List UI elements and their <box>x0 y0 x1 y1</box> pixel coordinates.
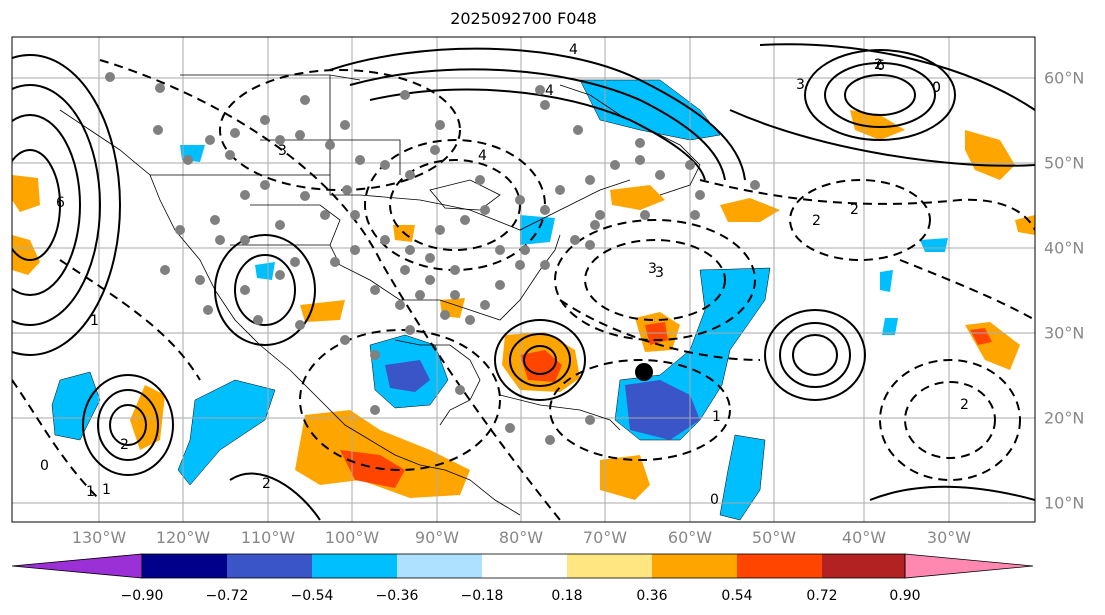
svg-text:2: 2 <box>960 397 969 413</box>
storm-center-marker <box>635 363 653 381</box>
lon-label-100w: 100°W <box>324 528 380 547</box>
svg-text:1: 1 <box>712 409 721 425</box>
lat-label-10n: 10°N <box>1044 493 1085 513</box>
colorbar-segment <box>397 554 482 578</box>
graticule <box>12 37 1035 522</box>
colorbar-tick-label: −0.72 <box>205 588 249 604</box>
svg-text:3: 3 <box>648 261 657 277</box>
colorbar-segment <box>482 554 567 578</box>
lat-label-50n: 50°N <box>1044 153 1085 173</box>
svg-text:2: 2 <box>262 476 271 492</box>
svg-text:6: 6 <box>56 195 65 211</box>
colorbar-tick-label: −0.90 <box>120 588 164 604</box>
svg-text:1: 1 <box>86 484 95 500</box>
contour-labels: 0 1 2 3 4 6 0 2 3 4 6 0 1 2 3 2 1 0 2 3 … <box>40 42 969 508</box>
colorbar-segment <box>567 554 652 578</box>
colorbar <box>11 553 1034 579</box>
svg-text:0: 0 <box>710 492 719 508</box>
colorbar-segment <box>652 554 737 578</box>
svg-text:2: 2 <box>812 213 821 229</box>
lat-label-20n: 20°N <box>1044 408 1085 428</box>
colorbar-tick-label: 0.90 <box>889 588 921 604</box>
lon-label-40w: 40°W <box>841 528 887 547</box>
map-frame <box>11 36 1036 523</box>
colorbar-tick-label: 0.72 <box>806 588 838 604</box>
lon-label-110w: 110°W <box>240 528 296 547</box>
lat-label-60n: 60°N <box>1044 68 1085 88</box>
colorbar-segment <box>737 554 822 578</box>
svg-text:4: 4 <box>569 42 578 58</box>
colorbar-segment <box>312 554 397 578</box>
colorbar-segment <box>227 554 312 578</box>
colorbar-tick-label: 0.18 <box>551 588 583 604</box>
lon-label-70w: 70°W <box>582 528 628 547</box>
lat-label-30n: 30°N <box>1044 323 1085 343</box>
lon-label-90w: 90°W <box>414 528 460 547</box>
svg-text:3: 3 <box>655 265 664 281</box>
svg-text:2: 2 <box>874 57 883 73</box>
colorbar-max-arrow <box>904 553 1034 579</box>
svg-text:2: 2 <box>850 202 859 218</box>
shaded-fields <box>12 79 1035 521</box>
svg-text:2: 2 <box>120 437 129 453</box>
svg-text:1: 1 <box>102 482 111 498</box>
colorbar-segment <box>142 554 227 578</box>
svg-text:4: 4 <box>545 83 554 99</box>
svg-text:0: 0 <box>932 80 941 96</box>
colorbar-segment <box>822 554 905 578</box>
colorbar-min-arrow <box>11 553 143 579</box>
colorbar-tick-label: −0.54 <box>290 588 334 604</box>
lon-label-80w: 80°W <box>498 528 544 547</box>
station-markers <box>105 72 760 445</box>
colorbar-tick-label: 0.54 <box>721 588 753 604</box>
colorbar-tick-label: −0.18 <box>460 588 504 604</box>
svg-text:6: 6 <box>876 58 885 74</box>
colorbar-tick-label: 0.36 <box>636 588 668 604</box>
svg-text:0: 0 <box>932 80 941 96</box>
lon-label-60w: 60°W <box>667 528 713 547</box>
svg-text:1: 1 <box>90 313 99 329</box>
contours <box>12 43 1035 521</box>
map-title: 2025092700 F048 <box>450 9 597 28</box>
svg-text:3: 3 <box>278 143 287 159</box>
lon-label-50w: 50°W <box>751 528 797 547</box>
svg-text:3: 3 <box>796 77 805 93</box>
lon-label-130w: 130°W <box>71 528 127 547</box>
svg-text:0: 0 <box>40 458 49 474</box>
lon-label-120w: 120°W <box>155 528 211 547</box>
colorbar-tick-label: −0.36 <box>375 588 419 604</box>
lat-label-40n: 40°N <box>1044 238 1085 258</box>
svg-text:4: 4 <box>478 148 487 164</box>
lon-label-30w: 30°W <box>926 528 972 547</box>
